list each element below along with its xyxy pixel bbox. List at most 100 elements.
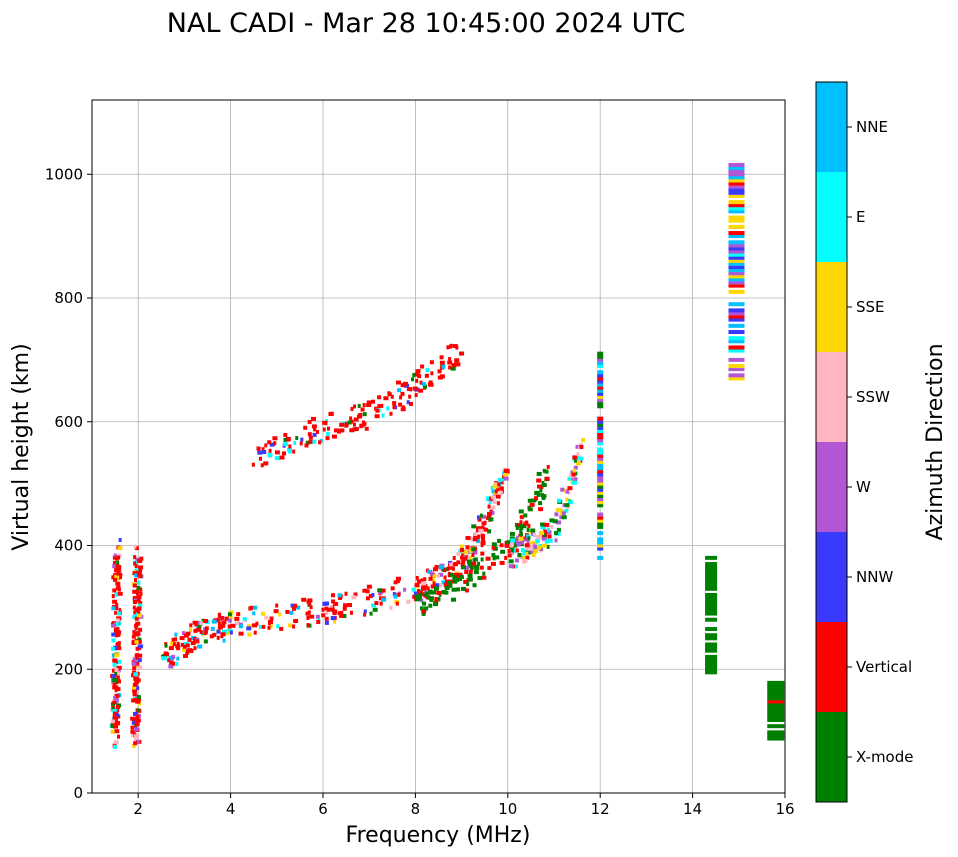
echo-point [163, 651, 168, 656]
echo-point [554, 538, 558, 543]
echo-point [118, 565, 122, 570]
colorbar-swatch [816, 712, 847, 802]
echo-point [436, 590, 442, 595]
echo-point [137, 658, 142, 663]
echo-point [381, 597, 387, 602]
echo-point [420, 364, 425, 369]
echo-point [728, 240, 745, 245]
echo-point [728, 348, 745, 353]
echo-point [489, 496, 493, 501]
echo-point [464, 550, 469, 555]
echo-point [479, 565, 484, 570]
echo-point [529, 502, 535, 507]
echo-point [113, 553, 117, 558]
echo-point [767, 696, 785, 701]
echo-point [308, 439, 313, 444]
echo-point [559, 515, 563, 520]
echo-point [597, 481, 604, 486]
echo-point [304, 443, 309, 448]
echo-point [295, 435, 299, 440]
echo-point [597, 395, 604, 399]
echo-point [114, 688, 118, 693]
echo-point [450, 366, 456, 371]
echo-point [412, 386, 418, 391]
echo-point [549, 518, 555, 523]
echo-point [495, 494, 501, 499]
echo-point [132, 583, 137, 588]
echo-point [483, 520, 487, 525]
echo-point [130, 725, 136, 730]
echo-point [728, 234, 745, 239]
echo-point [132, 571, 137, 576]
echo-point [547, 530, 552, 535]
echo-point [767, 683, 785, 688]
echo-point [283, 442, 289, 447]
echo-point [728, 289, 745, 294]
echo-point [112, 588, 117, 593]
echo-point [472, 583, 477, 588]
echo-point [134, 653, 138, 658]
echo-point [227, 624, 232, 629]
echo-point [455, 362, 461, 367]
echo-point [728, 265, 745, 270]
echo-point [597, 456, 604, 461]
echo-point [538, 507, 544, 512]
echo-point [705, 608, 718, 613]
echo-point [476, 515, 480, 520]
echo-point [353, 417, 359, 422]
echo-point [392, 592, 396, 597]
echo-point [114, 610, 118, 615]
echo-point [492, 500, 497, 505]
echo-point [169, 660, 174, 665]
echo-point [460, 586, 466, 591]
echo-point [115, 564, 120, 569]
echo-point [429, 360, 434, 365]
echo-point [137, 591, 143, 596]
echo-point [531, 532, 535, 537]
echo-point [130, 729, 136, 734]
echo-point [402, 381, 408, 386]
echo-point [542, 533, 546, 538]
echo-point [499, 486, 504, 491]
colorbar: X-mode Vertical NNW W SSW SSE E NNE [815, 81, 913, 803]
echo-point [324, 421, 328, 426]
echo-point [728, 330, 745, 335]
echo-point [135, 655, 139, 660]
echo-point [481, 575, 487, 580]
echo-point [116, 659, 122, 664]
echo-point [421, 581, 427, 586]
echo-point [116, 704, 120, 709]
echo-point [515, 548, 519, 553]
echo-point [246, 626, 252, 631]
echo-point [441, 590, 447, 595]
echo-point [728, 169, 745, 174]
echo-point [360, 407, 365, 412]
echo-point [426, 586, 430, 591]
echo-point [533, 543, 537, 548]
echo-point [728, 364, 745, 369]
echo-point [138, 627, 143, 632]
echo-point [257, 450, 263, 455]
y-tick-label: 0 [73, 784, 83, 802]
echo-point [221, 623, 226, 628]
echo-point [728, 367, 745, 372]
echo-point [325, 436, 330, 441]
echo-point [349, 610, 353, 615]
echo-point [494, 489, 498, 494]
echo-point [498, 490, 503, 495]
echo-point [342, 606, 347, 611]
echo-point [136, 678, 141, 683]
echo-point [133, 623, 138, 628]
echo-point [451, 587, 457, 592]
echo-point [134, 640, 139, 645]
echo-point [113, 745, 118, 750]
echo-point [136, 585, 141, 590]
echo-point [113, 724, 119, 729]
echo-point [510, 538, 516, 543]
echo-point [461, 559, 466, 564]
echo-point [451, 566, 455, 571]
echo-point [199, 621, 204, 626]
echo-point [470, 537, 474, 542]
echo-point [333, 428, 339, 433]
echo-point [138, 565, 144, 570]
